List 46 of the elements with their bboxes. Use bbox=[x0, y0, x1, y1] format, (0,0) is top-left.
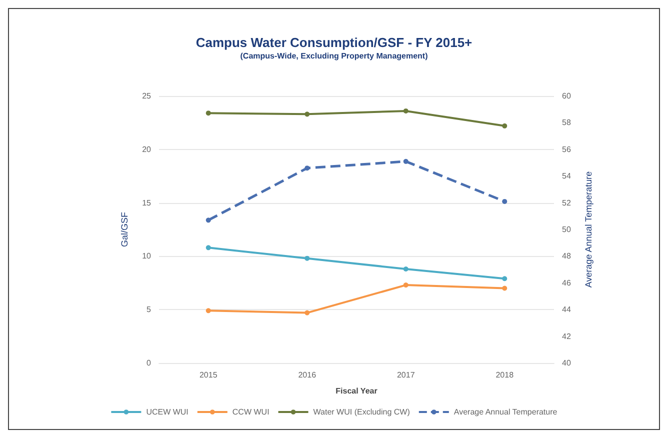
y-axis-title: Gal/GSF bbox=[120, 212, 130, 248]
x-axis-title: Fiscal Year bbox=[336, 386, 378, 396]
y2-tick-label: 58 bbox=[562, 118, 572, 128]
y2-tick-label: 42 bbox=[562, 332, 572, 341]
x-tick-label: 2016 bbox=[298, 370, 317, 380]
y-tick-label: 5 bbox=[146, 305, 152, 314]
point bbox=[304, 166, 310, 171]
y-tick-label: 0 bbox=[146, 358, 152, 368]
point bbox=[206, 218, 211, 223]
y2-tick-label: 56 bbox=[562, 144, 572, 154]
y2-tick-label: 40 bbox=[562, 358, 572, 368]
point bbox=[206, 110, 211, 116]
y2-axis-title: Average Annual Temperature bbox=[584, 171, 594, 288]
point bbox=[206, 308, 211, 314]
point bbox=[502, 123, 508, 128]
chart-subtitle: (Campus-Wide, Excluding Property Management) bbox=[240, 52, 428, 60]
point bbox=[403, 282, 408, 288]
y-tick-label: 10 bbox=[142, 252, 152, 261]
x-tick-label: 2017 bbox=[396, 370, 416, 380]
y2-tick-label: 50 bbox=[562, 225, 572, 234]
point bbox=[502, 198, 508, 204]
legend-label: UCEW WUI bbox=[146, 408, 188, 416]
point bbox=[502, 286, 508, 291]
point bbox=[304, 310, 310, 316]
y2-tick-label: 44 bbox=[562, 305, 572, 314]
y2-tick-label: 52 bbox=[562, 198, 572, 208]
point bbox=[304, 256, 310, 261]
legend-label: CCW WUI bbox=[232, 408, 270, 416]
y2-tick-label: 46 bbox=[562, 278, 572, 288]
x-tick-label: 2018 bbox=[496, 370, 514, 380]
point bbox=[502, 276, 508, 282]
point bbox=[403, 108, 408, 114]
point bbox=[403, 158, 408, 164]
y2-tick-label: 48 bbox=[562, 252, 572, 261]
y-tick-label: 15 bbox=[142, 198, 152, 208]
legend-label: Average Annual Temperature bbox=[454, 408, 558, 416]
y-tick-label: 25 bbox=[142, 92, 152, 100]
chart-title: Campus Water Consumption/GSF - FY 2015+ bbox=[196, 35, 473, 50]
y-tick-label: 20 bbox=[142, 144, 152, 154]
x-tick-label: 2015 bbox=[199, 370, 218, 380]
legend-label: Water WUI (Excluding CW) bbox=[313, 408, 410, 416]
y2-tick-label: 60 bbox=[562, 92, 572, 100]
point bbox=[304, 112, 310, 117]
y2-tick-label: 54 bbox=[562, 172, 572, 181]
point bbox=[206, 245, 211, 250]
point bbox=[403, 266, 408, 272]
